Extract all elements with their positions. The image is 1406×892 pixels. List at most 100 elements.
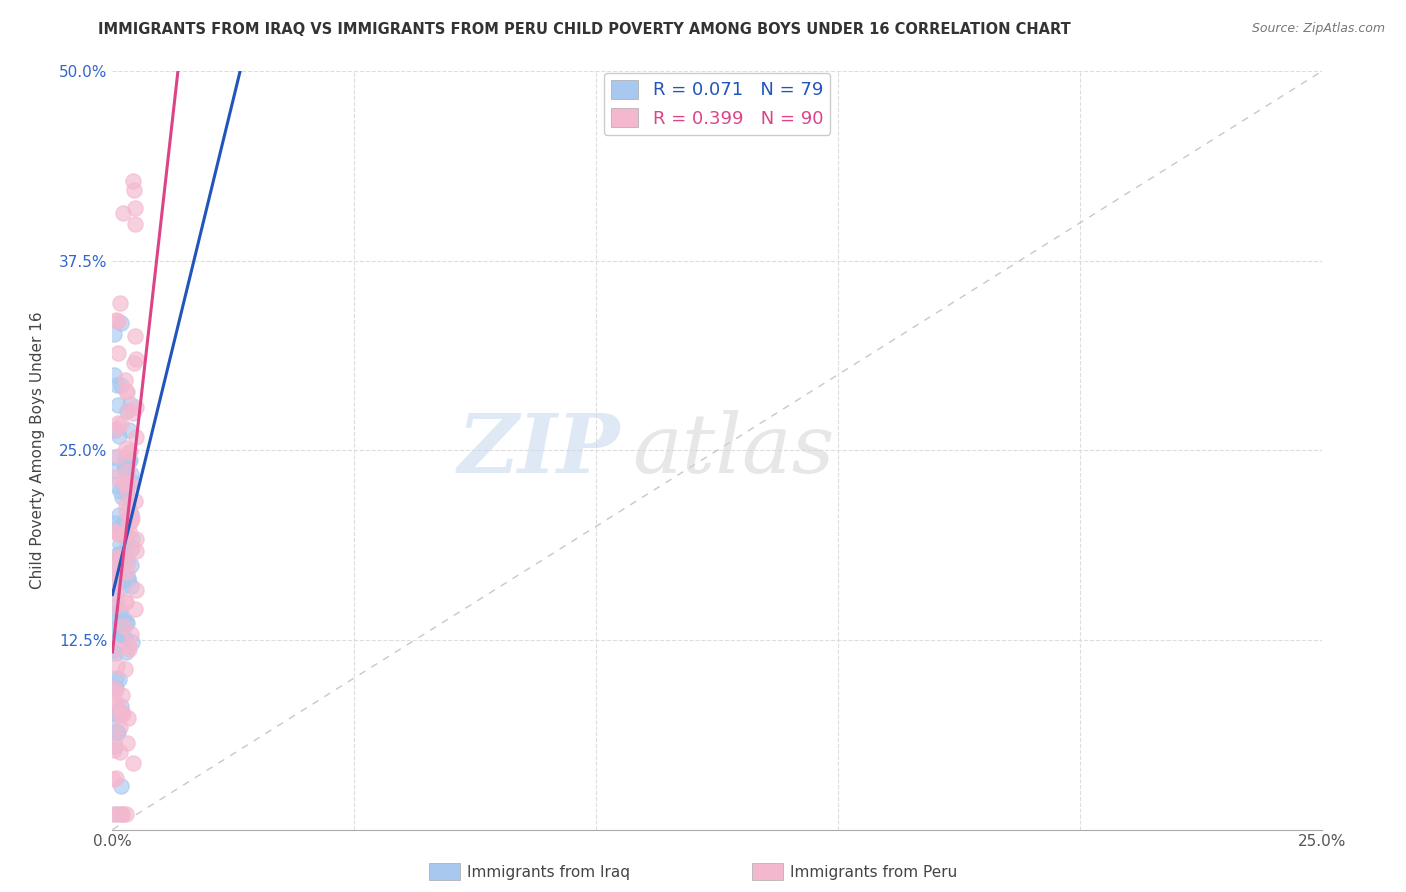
Point — [103, 326, 125, 341]
Point — [108, 537, 131, 551]
Point — [121, 532, 143, 546]
Point — [117, 402, 139, 417]
Point — [103, 711, 125, 725]
Point — [108, 295, 131, 310]
Text: IMMIGRANTS FROM IRAQ VS IMMIGRANTS FROM PERU CHILD POVERTY AMONG BOYS UNDER 16 C: IMMIGRANTS FROM IRAQ VS IMMIGRANTS FROM … — [98, 22, 1071, 37]
Point — [107, 449, 129, 463]
Point — [104, 739, 127, 753]
Point — [124, 602, 146, 616]
Point — [111, 705, 134, 719]
Point — [107, 526, 129, 541]
Point — [124, 217, 146, 231]
Point — [105, 599, 128, 614]
Point — [108, 672, 131, 686]
Point — [104, 312, 127, 326]
Point — [108, 603, 131, 617]
Point — [103, 681, 125, 695]
Point — [118, 500, 141, 515]
Point — [104, 647, 127, 661]
Point — [104, 685, 127, 699]
Point — [114, 632, 136, 646]
Point — [104, 671, 127, 685]
Point — [107, 417, 129, 431]
Point — [112, 475, 135, 490]
Point — [117, 571, 139, 585]
Point — [117, 446, 139, 460]
Point — [108, 429, 131, 443]
Point — [120, 397, 142, 411]
Point — [101, 607, 124, 622]
Text: Immigrants from Peru: Immigrants from Peru — [790, 865, 957, 880]
Point — [111, 807, 134, 822]
Point — [118, 443, 141, 458]
Point — [107, 612, 129, 626]
Point — [115, 498, 138, 512]
Point — [111, 490, 134, 504]
Text: Source: ZipAtlas.com: Source: ZipAtlas.com — [1251, 22, 1385, 36]
Point — [111, 619, 134, 633]
Point — [118, 639, 141, 653]
Point — [121, 635, 143, 649]
Point — [125, 532, 148, 546]
Point — [111, 627, 134, 641]
Point — [117, 454, 139, 468]
Point — [108, 552, 131, 566]
Point — [115, 464, 138, 478]
Point — [117, 616, 139, 631]
Point — [108, 508, 131, 522]
Point — [114, 450, 136, 465]
Point — [122, 174, 145, 188]
Point — [110, 551, 132, 566]
Point — [111, 807, 134, 822]
Point — [103, 566, 125, 580]
Point — [107, 549, 129, 564]
Point — [108, 628, 131, 642]
Text: Immigrants from Iraq: Immigrants from Iraq — [467, 865, 630, 880]
Point — [104, 576, 127, 591]
Point — [110, 316, 132, 330]
Point — [104, 470, 127, 484]
Point — [114, 525, 136, 540]
Point — [101, 623, 124, 637]
Point — [117, 711, 139, 725]
Point — [117, 487, 139, 501]
Point — [108, 746, 131, 760]
Point — [103, 463, 125, 477]
Point — [103, 524, 125, 538]
Point — [103, 743, 125, 757]
Point — [101, 807, 124, 822]
Point — [103, 522, 125, 536]
Point — [105, 681, 128, 695]
Point — [105, 553, 128, 567]
Point — [112, 610, 135, 624]
Point — [107, 346, 129, 360]
Point — [108, 707, 131, 722]
Point — [105, 706, 128, 720]
Point — [121, 511, 143, 525]
Point — [115, 384, 138, 399]
Point — [118, 453, 141, 467]
Point — [120, 579, 142, 593]
Point — [117, 516, 139, 530]
Point — [120, 558, 142, 573]
Point — [104, 587, 127, 601]
Point — [103, 450, 125, 465]
Point — [117, 573, 139, 587]
Point — [114, 662, 136, 676]
Point — [101, 643, 124, 657]
Point — [110, 565, 132, 579]
Point — [112, 706, 135, 721]
Point — [122, 756, 145, 770]
Point — [105, 725, 128, 739]
Point — [111, 524, 134, 539]
Point — [111, 206, 134, 220]
Point — [122, 183, 145, 197]
Text: ZIP: ZIP — [458, 410, 620, 491]
Point — [118, 476, 141, 491]
Point — [105, 378, 128, 392]
Point — [120, 542, 142, 557]
Point — [117, 555, 139, 569]
Point — [111, 688, 134, 702]
Point — [117, 384, 139, 399]
Point — [114, 595, 136, 609]
